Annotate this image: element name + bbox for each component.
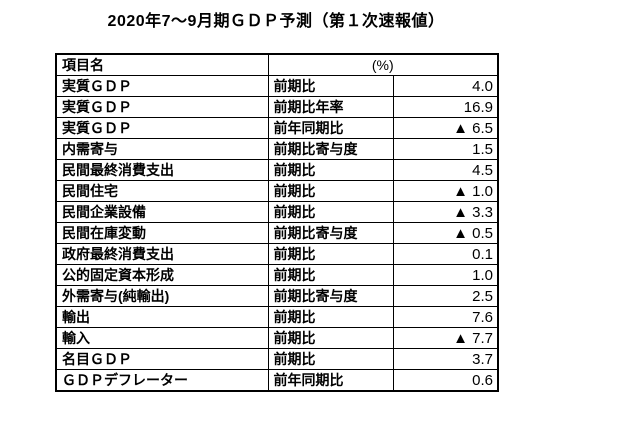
item-cell: 実質ＧＤＰ — [55, 96, 269, 118]
item-cell: 民間最終消費支出 — [55, 159, 269, 181]
value-cell: 4.5 — [392, 159, 499, 181]
value-cell: 7.6 — [392, 306, 499, 328]
value-cell: 1.5 — [392, 138, 499, 160]
table-row: 実質ＧＤＰ 前期比年率 16.9 — [55, 96, 499, 118]
value-cell: 4.0 — [392, 75, 499, 97]
value-cell: ▲ 0.5 — [392, 222, 499, 244]
value-cell: ▲ 3.3 — [392, 201, 499, 223]
item-cell: 輸入 — [55, 327, 269, 349]
table-row: 民間最終消費支出 前期比 4.5 — [55, 159, 499, 181]
metric-cell: 前期比 — [267, 306, 394, 328]
header-item-name: 項目名 — [55, 53, 269, 76]
header-unit-percent: (%) — [267, 53, 499, 76]
metric-cell: 前期比 — [267, 180, 394, 202]
metric-cell: 前期比 — [267, 201, 394, 223]
item-cell: 民間住宅 — [55, 180, 269, 202]
table-row: 民間住宅 前期比 ▲ 1.0 — [55, 180, 499, 202]
item-cell: 実質ＧＤＰ — [55, 117, 269, 139]
metric-cell: 前期比 — [267, 348, 394, 370]
value-cell: 16.9 — [392, 96, 499, 118]
item-cell: 実質ＧＤＰ — [55, 75, 269, 97]
item-cell: 内需寄与 — [55, 138, 269, 160]
table-row: ＧＤＰデフレーター 前年同期比 0.6 — [55, 369, 499, 392]
item-cell: 輸出 — [55, 306, 269, 328]
metric-cell: 前年同期比 — [267, 369, 394, 392]
table-row: 政府最終消費支出 前期比 0.1 — [55, 243, 499, 265]
value-cell: 3.7 — [392, 348, 499, 370]
table-row: 民間企業設備 前期比 ▲ 3.3 — [55, 201, 499, 223]
table-row: 輸出 前期比 7.6 — [55, 306, 499, 328]
value-cell: ▲ 6.5 — [392, 117, 499, 139]
page-title: 2020年7～9月期ＧＤＰ予測（第１次速報値） — [107, 13, 445, 30]
item-cell: 民間企業設備 — [55, 201, 269, 223]
value-cell: 0.6 — [392, 369, 499, 392]
table-row: 民間在庫変動 前期比寄与度 ▲ 0.5 — [55, 222, 499, 244]
gdp-forecast-table: 項目名 (%) 実質ＧＤＰ 前期比 4.0 実質ＧＤＰ 前期比年率 16.9 実… — [55, 53, 499, 392]
table-row: 実質ＧＤＰ 前年同期比 ▲ 6.5 — [55, 117, 499, 139]
table-row: 名目ＧＤＰ 前期比 3.7 — [55, 348, 499, 370]
metric-cell: 前期比 — [267, 75, 394, 97]
metric-cell: 前期比寄与度 — [267, 222, 394, 244]
metric-cell: 前期比 — [267, 264, 394, 286]
metric-cell: 前期比 — [267, 243, 394, 265]
table-body: 実質ＧＤＰ 前期比 4.0 実質ＧＤＰ 前期比年率 16.9 実質ＧＤＰ 前年同… — [55, 75, 499, 392]
metric-cell: 前期比寄与度 — [267, 285, 394, 307]
value-cell: 2.5 — [392, 285, 499, 307]
metric-cell: 前期比寄与度 — [267, 138, 394, 160]
table-header-row: 項目名 (%) — [55, 53, 499, 76]
metric-cell: 前期比年率 — [267, 96, 394, 118]
item-cell: 外需寄与(純輸出) — [55, 285, 269, 307]
value-cell: ▲ 7.7 — [392, 327, 499, 349]
value-cell: ▲ 1.0 — [392, 180, 499, 202]
item-cell: 公的固定資本形成 — [55, 264, 269, 286]
metric-cell: 前期比 — [267, 327, 394, 349]
table-row: 輸入 前期比 ▲ 7.7 — [55, 327, 499, 349]
item-cell: 名目ＧＤＰ — [55, 348, 269, 370]
item-cell: 民間在庫変動 — [55, 222, 269, 244]
metric-cell: 前年同期比 — [267, 117, 394, 139]
table-row: 実質ＧＤＰ 前期比 4.0 — [55, 75, 499, 97]
metric-cell: 前期比 — [267, 159, 394, 181]
value-cell: 0.1 — [392, 243, 499, 265]
item-cell: ＧＤＰデフレーター — [55, 369, 269, 392]
table-row: 公的固定資本形成 前期比 1.0 — [55, 264, 499, 286]
value-cell: 1.0 — [392, 264, 499, 286]
item-cell: 政府最終消費支出 — [55, 243, 269, 265]
table-row: 内需寄与 前期比寄与度 1.5 — [55, 138, 499, 160]
table-row: 外需寄与(純輸出) 前期比寄与度 2.5 — [55, 285, 499, 307]
